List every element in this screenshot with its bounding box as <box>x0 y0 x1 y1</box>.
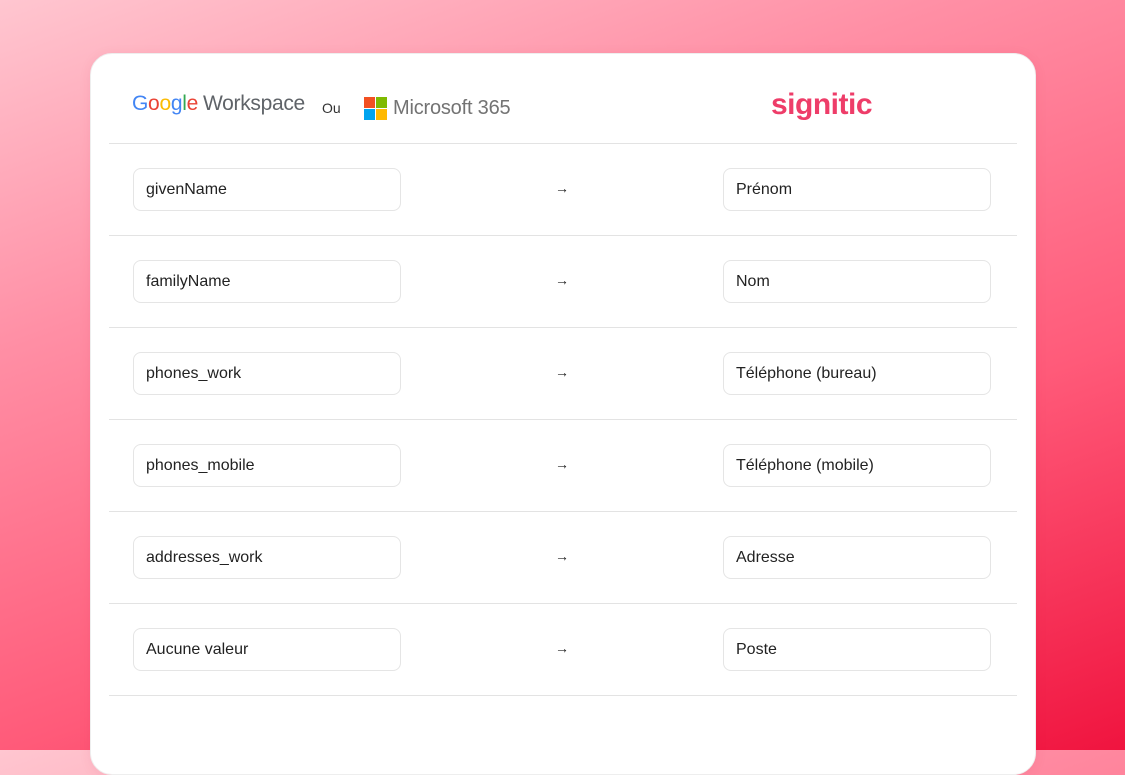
workspace-label: Workspace <box>202 92 305 115</box>
ms-square <box>364 97 375 108</box>
row-divider <box>109 695 1017 696</box>
mapping-row: Aucune valeur → Poste <box>91 604 1035 696</box>
target-field[interactable]: Prénom <box>723 168 991 211</box>
google-letter: e <box>186 92 199 115</box>
mapping-row: givenName → Prénom <box>91 144 1035 236</box>
card-header: Google Workspace Ou Microsoft 365 signiti… <box>91 54 1035 144</box>
target-field[interactable]: Téléphone (mobile) <box>723 444 991 487</box>
microsoft-label: Microsoft 365 <box>393 97 511 119</box>
mapping-row: addresses_work → Adresse <box>91 512 1035 604</box>
mapping-row: phones_work → Téléphone (bureau) <box>91 328 1035 420</box>
row-divider <box>109 327 1017 328</box>
row-divider <box>109 511 1017 512</box>
arrow-right-icon: → <box>555 548 569 564</box>
signitic-logo: signitic <box>771 88 873 121</box>
arrow-right-icon: → <box>555 180 569 196</box>
mapping-row: familyName → Nom <box>91 236 1035 328</box>
source-field[interactable]: Aucune valeur <box>133 628 401 671</box>
source-field[interactable]: familyName <box>133 260 401 303</box>
ms-square <box>376 97 387 108</box>
source-field[interactable]: addresses_work <box>133 536 401 579</box>
google-letter: G <box>132 92 149 115</box>
target-field[interactable]: Poste <box>723 628 991 671</box>
ms-square <box>364 109 375 120</box>
google-letter: o <box>159 92 171 115</box>
microsoft-windows-icon <box>364 97 387 120</box>
separator-label: Ou <box>322 100 341 116</box>
google-letter: o <box>148 92 160 115</box>
source-field[interactable]: phones_mobile <box>133 444 401 487</box>
header-divider <box>109 143 1017 144</box>
row-divider <box>109 603 1017 604</box>
microsoft-365-logo: Microsoft 365 <box>364 97 511 120</box>
arrow-right-icon: → <box>555 364 569 380</box>
row-divider <box>109 419 1017 420</box>
target-field[interactable]: Nom <box>723 260 991 303</box>
arrow-right-icon: → <box>555 640 569 656</box>
arrow-right-icon: → <box>555 272 569 288</box>
target-field[interactable]: Adresse <box>723 536 991 579</box>
target-field[interactable]: Téléphone (bureau) <box>723 352 991 395</box>
ms-square <box>376 109 387 120</box>
source-field[interactable]: givenName <box>133 168 401 211</box>
mapping-row: phones_mobile → Téléphone (mobile) <box>91 420 1035 512</box>
source-field[interactable]: phones_work <box>133 352 401 395</box>
google-letter: g <box>170 92 183 115</box>
google-workspace-logo: Google Workspace <box>132 92 305 116</box>
mapping-card: Google Workspace Ou Microsoft 365 signiti… <box>90 53 1036 775</box>
row-divider <box>109 235 1017 236</box>
arrow-right-icon: → <box>555 456 569 472</box>
google-letter: l <box>182 92 187 115</box>
